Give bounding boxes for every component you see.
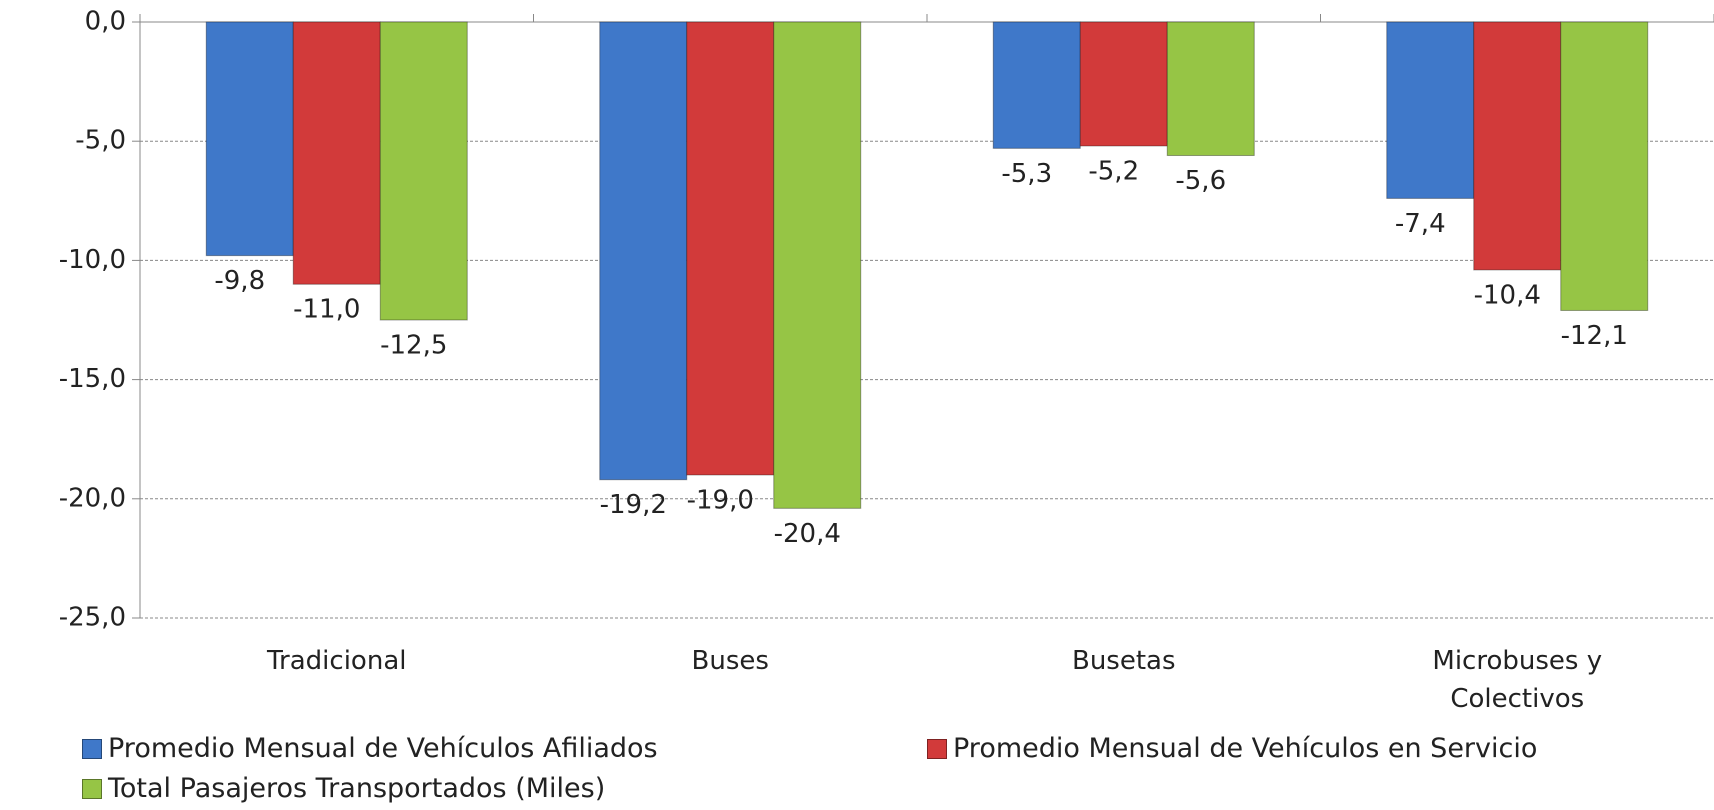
bar (686, 21, 775, 476)
data-label: -7,4 (1395, 209, 1446, 239)
legend-label: Total Pasajeros Transportados (Miles) (108, 773, 606, 804)
bar (1166, 21, 1255, 157)
legend-label: Promedio Mensual de Vehículos Afiliados (108, 733, 658, 764)
data-label: -10,4 (1474, 280, 1541, 310)
legend-swatch (82, 778, 102, 799)
data-label: -5,6 (1175, 166, 1226, 196)
bar (379, 21, 468, 321)
bar (205, 21, 294, 257)
data-label: -12,1 (1561, 321, 1628, 351)
legend-swatch (82, 738, 102, 759)
y-tick-label: 0,0 (85, 7, 126, 37)
bar (599, 21, 688, 481)
y-tick-label: -15,0 (59, 364, 126, 394)
x-tick-label: Busetas (1071, 646, 1176, 676)
legend-item: Total Pasajeros Transportados (Miles) (82, 773, 605, 804)
x-tick-label: Tradicional (267, 646, 407, 676)
bar (1386, 21, 1475, 199)
bar (1560, 21, 1649, 311)
data-label: -11,0 (293, 295, 360, 325)
data-label: -20,4 (774, 519, 841, 549)
data-label: -5,3 (1001, 159, 1052, 189)
x-tick-label: Microbuses y Colectivos (1432, 646, 1603, 714)
legend-item: Promedio Mensual de Vehículos en Servici… (927, 733, 1537, 764)
bar (992, 21, 1081, 149)
y-tick-label: -5,0 (75, 126, 126, 156)
x-tick-label: Buses (691, 646, 769, 676)
legend-item: Promedio Mensual de Vehículos Afiliados (82, 733, 658, 764)
bar (1473, 21, 1562, 271)
y-tick-label: -10,0 (59, 245, 126, 275)
data-label: -9,8 (214, 266, 265, 296)
data-label: -19,0 (687, 485, 754, 515)
bar (773, 21, 862, 509)
data-label: -5,2 (1088, 156, 1139, 186)
y-tick-label: -20,0 (59, 483, 126, 513)
data-label: -12,5 (380, 331, 447, 361)
data-label: -19,2 (600, 490, 667, 520)
bar (1079, 21, 1168, 147)
legend-label: Promedio Mensual de Vehículos en Servici… (953, 733, 1538, 764)
legend-swatch (927, 738, 947, 759)
bar (292, 21, 381, 285)
y-tick-label: -25,0 (59, 603, 126, 633)
